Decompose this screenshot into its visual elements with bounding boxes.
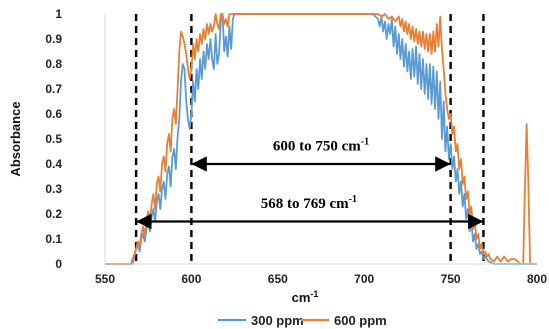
y-tick-label: 0.7	[45, 82, 62, 96]
x-tick-labels: 550 600 650 700 750 800	[95, 272, 547, 286]
axis-group	[104, 14, 537, 265]
x-tick-label: 800	[527, 272, 547, 286]
legend-label-600ppm: 600 ppm	[334, 313, 387, 328]
x-axis-title: cm-1	[292, 289, 319, 305]
x-axis-title-superscript: -1	[310, 289, 318, 299]
y-tick-label: 0.8	[45, 57, 62, 71]
x-tick-label: 600	[181, 272, 201, 286]
x-axis-title-base: cm	[292, 290, 311, 305]
x-tick-label: 750	[441, 272, 461, 286]
range-annotation-label: 568 to 769 cm-1	[261, 194, 357, 212]
y-tick-labels: 0 0.1 0.2 0.3 0.4 0.5 0.6 0.7 0.8 0.9 1	[45, 7, 62, 271]
y-axis-title: Absorbance	[8, 101, 23, 176]
y-tick-label: 0.5	[45, 132, 62, 146]
y-tick-label: 0.6	[45, 107, 62, 121]
legend-label-300ppm: 300 ppm	[251, 313, 304, 328]
x-tick-label: 700	[354, 272, 374, 286]
series-line-600-ppm	[105, 13, 537, 265]
y-tick-label: 0.4	[45, 157, 62, 171]
y-tick-label: 0.2	[45, 207, 62, 221]
y-tick-label: 0.9	[45, 32, 62, 46]
x-tick-label: 550	[95, 272, 115, 286]
y-tick-label: 0	[55, 257, 62, 271]
series-group	[105, 13, 537, 265]
y-tick-label: 0.3	[45, 182, 62, 196]
y-tick-label: 0.1	[45, 232, 62, 246]
range-annotation-label: 600 to 750 cm-1	[273, 136, 369, 154]
x-tick-label: 650	[268, 272, 288, 286]
annotation-group: 600 to 750 cm-1 568 to 769 cm-1	[136, 136, 484, 230]
y-tick-label: 1	[55, 7, 62, 21]
legend: 300 ppm 600 ppm	[218, 313, 387, 328]
